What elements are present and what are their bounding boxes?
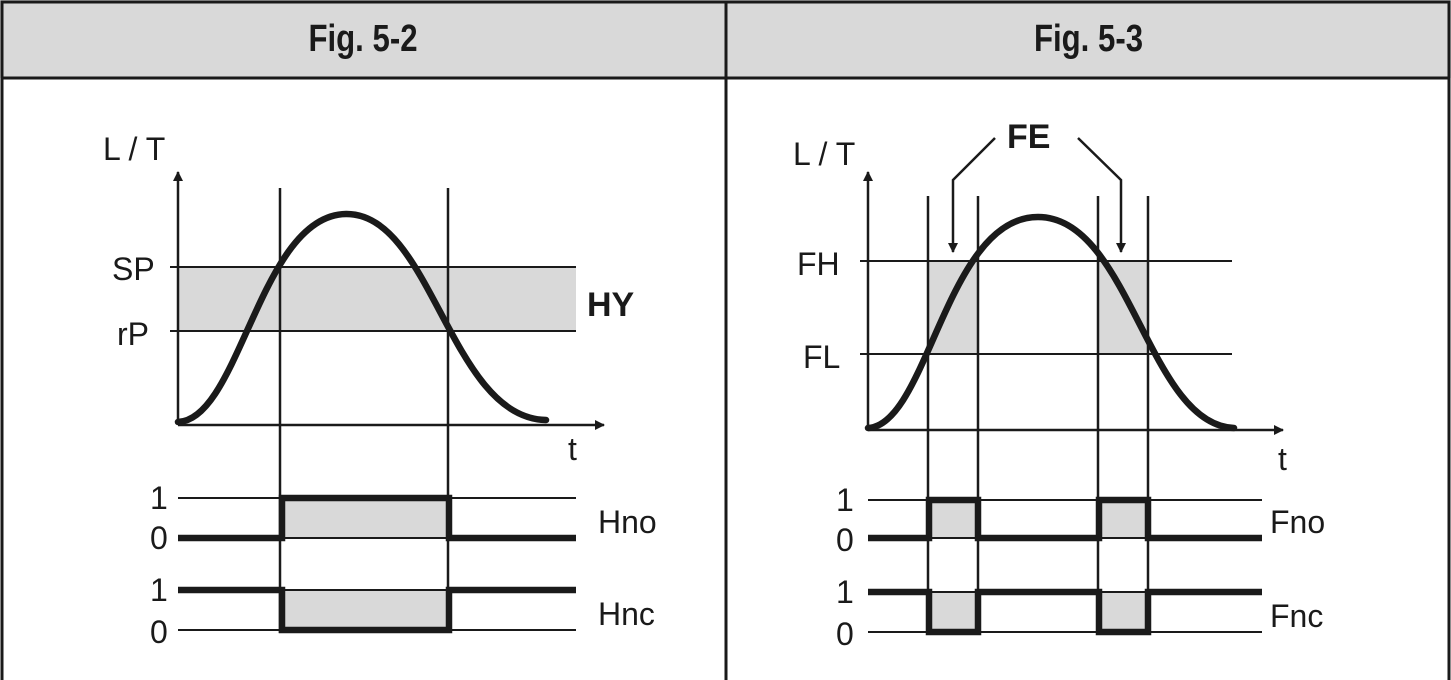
fno-label: Fno bbox=[1270, 504, 1325, 540]
signal-curve bbox=[174, 210, 550, 426]
hnc-low-fill bbox=[280, 590, 448, 630]
fig-5-3-diagram: FE L / T t FH FL 1 0 Fno 1 0 Fnc bbox=[793, 118, 1325, 652]
hno-high-fill bbox=[280, 498, 448, 538]
hnc-low-value: 0 bbox=[150, 614, 168, 650]
window-band-falling bbox=[1098, 261, 1148, 354]
y-axis-label: L / T bbox=[793, 136, 855, 172]
rp-label: rP bbox=[117, 316, 149, 352]
hnc-label: Hnc bbox=[598, 596, 655, 632]
fh-label: FH bbox=[797, 246, 840, 282]
fig-5-3-title: Fig. 5-3 bbox=[1033, 17, 1144, 60]
fnc-label: Fnc bbox=[1270, 598, 1323, 634]
fnc-signal bbox=[868, 588, 1262, 636]
hysteresis-band bbox=[178, 267, 576, 331]
fe-label: FE bbox=[1007, 118, 1050, 156]
x-axis-label: t bbox=[568, 431, 577, 467]
sp-label: SP bbox=[112, 251, 155, 287]
fnc-high-value: 1 bbox=[836, 574, 854, 610]
hno-label: Hno bbox=[598, 504, 657, 540]
signal-curve bbox=[864, 213, 1238, 432]
fno-high-value: 1 bbox=[836, 482, 854, 518]
hnc-high-value: 1 bbox=[150, 572, 168, 608]
fno-high-fill-2 bbox=[1098, 500, 1148, 538]
hy-label: HY bbox=[587, 286, 635, 324]
fl-label: FL bbox=[803, 339, 840, 375]
fnc-low-fill-1 bbox=[928, 592, 978, 632]
y-axis-label: L / T bbox=[103, 131, 165, 167]
fig-5-2-diagram: L / T t SP rP HY 1 0 Hno 1 0 Hnc bbox=[103, 131, 657, 650]
fno-low-value: 0 bbox=[836, 522, 854, 558]
fig-5-2-header-cell bbox=[0, 0, 726, 78]
fig-5-3-header-cell bbox=[726, 0, 1451, 78]
fno-high-fill-1 bbox=[928, 500, 978, 538]
fnc-low-value: 0 bbox=[836, 616, 854, 652]
fig-5-2-title: Fig. 5-2 bbox=[308, 17, 418, 60]
fno-signal bbox=[868, 496, 1262, 542]
hno-high-value: 1 bbox=[150, 480, 168, 516]
fe-arrow-left bbox=[948, 137, 996, 253]
hno-signal bbox=[178, 494, 576, 542]
fe-arrow-right bbox=[1077, 137, 1126, 253]
hno-low-value: 0 bbox=[150, 520, 168, 556]
hnc-signal bbox=[178, 586, 576, 634]
fnc-low-fill-2 bbox=[1098, 592, 1148, 632]
x-axis-label: t bbox=[1278, 441, 1287, 477]
